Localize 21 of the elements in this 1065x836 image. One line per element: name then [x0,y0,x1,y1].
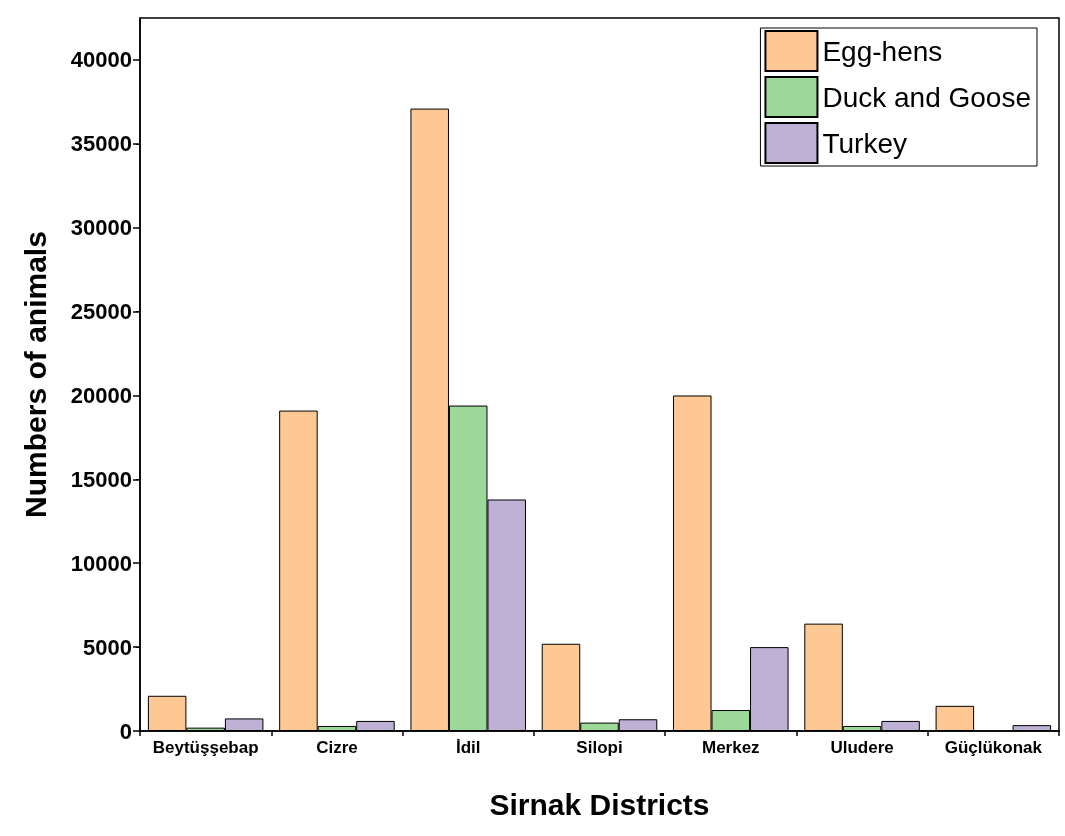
x-axis-title: Sirnak Districts [489,787,710,821]
y-tick-label: 15000 [70,466,132,492]
y-axis-title: Numbers of animals [18,231,52,518]
y-tick-label: 20000 [70,382,132,408]
y-tick-label: 10000 [70,550,132,576]
y-tick-label: 5000 [83,634,132,660]
y-tick-label: 25000 [70,299,132,325]
x-tick-label: Merkez [701,738,760,757]
x-tick-label: Silopi [576,738,623,757]
x-tick-label: Beytüşşebap [152,738,259,757]
legend-label: Duck and Goose [822,81,1032,113]
x-tick-label: İdil [455,738,481,757]
legend-label: Turkey [822,127,907,159]
y-tick-label: 30000 [70,215,132,241]
x-tick-label: Güçlükonak [944,738,1043,757]
x-tick-label: Cizre [316,738,358,757]
x-tick-label: Uludere [830,738,894,757]
y-tick-label: 0 [119,718,132,744]
y-tick-label: 40000 [70,47,132,73]
y-tick-label: 35000 [70,131,132,157]
legend-label: Egg-hens [822,35,943,67]
